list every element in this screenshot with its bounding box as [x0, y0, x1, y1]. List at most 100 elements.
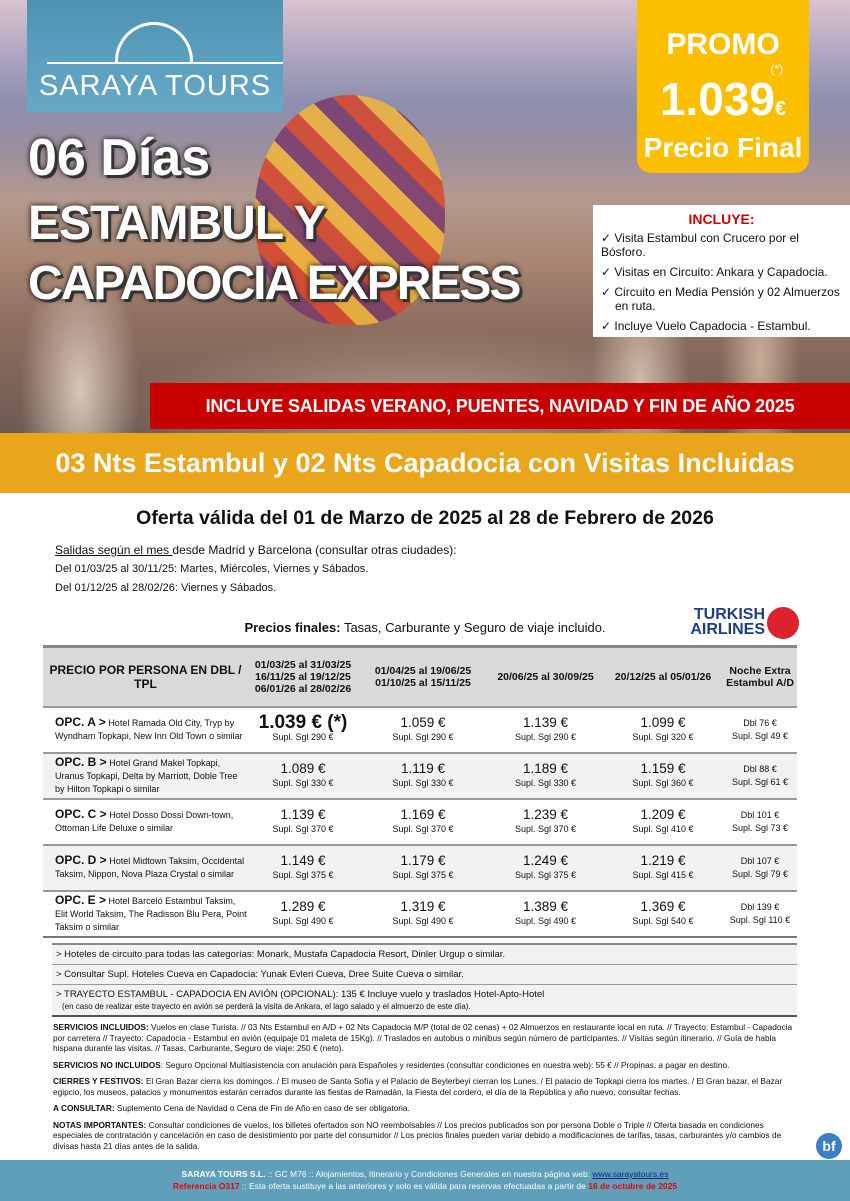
bf-logo: bf: [816, 1133, 842, 1159]
extra-night-cell: Dbl 76 € Supl. Sgl 49 €: [723, 705, 797, 753]
final-prices-text: Tasas, Carburante y Seguro de viaje incl…: [340, 620, 606, 635]
hotel-list: Hotel Dosso Dossi Down-town, Ottoman Lif…: [55, 810, 234, 833]
logo-emblem-icon: [115, 22, 193, 62]
price: 1.089 €: [280, 760, 326, 776]
column-header: 01/03/25 al 31/03/25 16/11/25 al 19/12/2…: [248, 645, 358, 707]
promo-price: 1.039€: [637, 76, 809, 132]
note-text: > TRAYECTO ESTAMBUL - CAPADOCIA EN AVIÓN…: [56, 989, 545, 1000]
extra-night-supplement: Supl. Sgl 49 €: [731, 730, 789, 741]
extra-night-price: Dbl 101 €: [740, 809, 780, 820]
extra-night-price: Dbl 107 €: [740, 855, 780, 866]
hotel-list: Hotel Barceló Estambul Taksim, Elit Worl…: [55, 895, 247, 932]
promo-price-value: 1.039: [659, 73, 775, 125]
price-cell: 1.099 € Supl. Sgl 320 €: [603, 705, 723, 753]
single-supplement: Supl. Sgl 375 €: [272, 869, 334, 880]
price: 1.189 €: [522, 760, 569, 776]
column-header: PRECIO POR PERSONA EN DBL / TPL: [43, 645, 248, 707]
price-cell: 1.319 € Supl. Sgl 490 €: [358, 889, 488, 938]
price-cell: 1.149 € Supl. Sgl 375 €: [248, 843, 358, 891]
departures-line2: Del 01/03/25 al 30/11/25: Martes, Miérco…: [55, 563, 369, 575]
hotel-option: OPC. B > Hotel Grand Makel Topkapi, Uran…: [43, 751, 248, 799]
hotel-option: OPC. C > Hotel Dosso Dossi Down-town, Ot…: [43, 797, 248, 845]
extra-night-supplement: Supl. Sgl 61 €: [731, 776, 789, 787]
trip-days: 06 Días: [28, 129, 211, 187]
single-supplement: Supl. Sgl 490 €: [272, 915, 334, 926]
price: 1.239 €: [522, 806, 569, 822]
service-label: CIERRES Y FESTIVOS:: [53, 1076, 144, 1086]
single-supplement: Supl. Sgl 415 €: [632, 869, 694, 880]
price: 1.169 €: [400, 806, 446, 822]
price: 1.219 €: [640, 852, 686, 868]
extra-night-cell: Dbl 88 € Supl. Sgl 61 €: [723, 751, 797, 799]
service-label: SERVICIOS INCLUIDOS:: [53, 1022, 149, 1032]
departures-line1: Salidas según el mes desde Madrid y Barc…: [55, 543, 457, 557]
note-item: > TRAYECTO ESTAMBUL - CAPADOCIA EN AVIÓN…: [52, 985, 797, 1015]
single-supplement: Supl. Sgl 490 €: [392, 915, 454, 926]
service-text: El Gran Bazar cierra los domingos. / El …: [53, 1076, 783, 1097]
extra-night-supplement: Supl. Sgl 79 €: [731, 868, 789, 879]
price-cell: 1.119 € Supl. Sgl 330 €: [358, 751, 488, 799]
single-supplement: Supl. Sgl 290 €: [514, 731, 577, 742]
single-supplement: Supl. Sgl 330 €: [514, 777, 577, 788]
price: 1.209 €: [640, 806, 686, 822]
price-cell: 1.369 € Supl. Sgl 540 €: [603, 889, 723, 938]
option-label: OPC. C >: [55, 807, 107, 821]
footer-reference: Referencia O317: [172, 1181, 240, 1191]
includes-item: ✓ Circuito en Media Pensión y 02 Almuerz…: [601, 285, 840, 313]
single-supplement: Supl. Sgl 290 €: [392, 731, 454, 742]
extra-night-cell: Dbl 139 € Supl. Sgl 110 €: [723, 889, 797, 938]
single-supplement: Supl. Sgl 375 €: [392, 869, 454, 880]
notes-box: > Hoteles de circuito para todas las cat…: [52, 943, 797, 1017]
footer-line2: :: Esta oferta sustituye a las anteriore…: [239, 1181, 589, 1191]
hotel-option: OPC. A > Hotel Ramada Old City, Tryp by …: [43, 705, 248, 753]
price: 1.179 €: [400, 852, 446, 868]
single-supplement: Supl. Sgl 330 €: [272, 777, 334, 788]
price: 1.119 €: [400, 760, 446, 776]
service-label: A CONSULTAR:: [53, 1103, 115, 1113]
footer-line1: :: GC M76 :: Alojamientos, Itinerario y …: [265, 1169, 593, 1179]
table-row: OPC. E > Hotel Barceló Estambul Taksim, …: [43, 889, 797, 938]
hotel-list: Hotel Grand Makel Topkapi, Uranus Topkap…: [55, 757, 238, 794]
final-prices-note: Precios finales: Tasas, Carburante y Seg…: [0, 620, 850, 635]
trip-title-line2: CAPADOCIA EXPRESS: [28, 257, 521, 310]
price: 1.099 €: [640, 714, 686, 730]
column-header: 20/06/25 al 30/09/25: [488, 645, 603, 707]
single-supplement: Supl. Sgl 360 €: [632, 777, 694, 788]
table-row: OPC. A > Hotel Ramada Old City, Tryp by …: [43, 705, 797, 753]
hot-air-balloon: [255, 95, 445, 325]
price: 1.249 €: [522, 852, 569, 868]
hotel-option: OPC. D > Hotel Midtown Taksim, Occidenta…: [43, 843, 248, 891]
turkish-airlines-logo: TURKISH AIRLINES: [683, 605, 803, 641]
single-supplement: Supl. Sgl 370 €: [514, 823, 577, 834]
promo-asterisk: (*): [770, 62, 783, 76]
includes-item: ✓ Visitas en Circuito: Ankara y Capadoci…: [601, 265, 828, 279]
price-cell: 1.389 € Supl. Sgl 490 €: [488, 889, 603, 938]
price-cell: 1.139 € Supl. Sgl 370 €: [248, 797, 358, 845]
table-row: OPC. C > Hotel Dosso Dossi Down-town, Ot…: [43, 797, 797, 845]
price-table: PRECIO POR PERSONA EN DBL / TPL 01/03/25 …: [43, 645, 797, 938]
price: 1.369 €: [640, 898, 686, 914]
note-item: > Hoteles de circuito para todas las cat…: [52, 945, 797, 965]
price-cell: 1.239 € Supl. Sgl 370 €: [488, 797, 603, 845]
option-label: OPC. A >: [55, 715, 106, 729]
service-paragraph: SERVICIOS NO INCLUIDOS: Seguro Opcional …: [53, 1060, 798, 1071]
extra-night-cell: Dbl 101 € Supl. Sgl 73 €: [723, 797, 797, 845]
includes-item: ✓ Incluye Vuelo Capadocia - Estambul.: [601, 319, 811, 333]
promo-label: PROMO: [666, 28, 780, 61]
website-link[interactable]: www.sarayatours.es: [592, 1169, 669, 1179]
final-prices-label: Precios finales:: [244, 620, 341, 635]
column-header: Noche Extra Estambul A/D: [723, 645, 797, 707]
price-cell: 1.189 € Supl. Sgl 330 €: [488, 751, 603, 799]
price: 1.159 €: [640, 760, 686, 776]
price-cell: 1.289 € Supl. Sgl 490 €: [248, 889, 358, 938]
price: 1.289 €: [280, 898, 326, 914]
extra-night-cell: Dbl 107 € Supl. Sgl 79 €: [723, 843, 797, 891]
includes-box: INCLUYE: ✓ Visita Estambul con Crucero p…: [593, 205, 850, 337]
departures-rest: desde Madrid y Barcelona (consultar otra…: [172, 543, 457, 557]
price-cell: 1.139 € Supl. Sgl 290 €: [488, 705, 603, 753]
service-text: : Seguro Opcional Multiasistencia con an…: [160, 1059, 730, 1070]
table-row: OPC. D > Hotel Midtown Taksim, Occidenta…: [43, 843, 797, 891]
includes-item: ✓ Visita Estambul con Crucero por el Bós…: [601, 231, 799, 259]
services-section: SERVICIOS INCLUIDOS: Vuelos en clase Tur…: [53, 1022, 798, 1157]
airline-bird-icon: [767, 607, 799, 639]
